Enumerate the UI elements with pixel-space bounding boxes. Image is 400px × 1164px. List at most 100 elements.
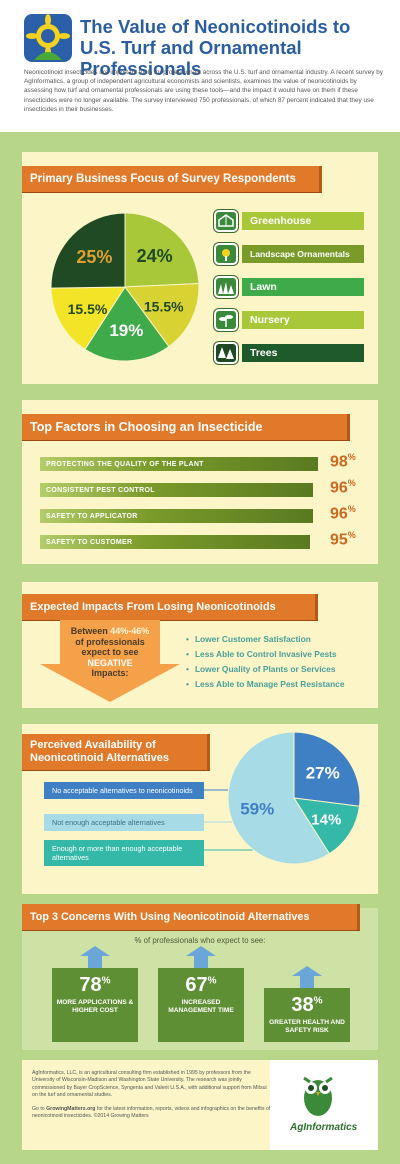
concern-box-1: 67% INCREASED MANAGEMENT TIME: [158, 968, 244, 1042]
factor-bar-1: CONSISTENT PEST CONTROL: [40, 483, 313, 497]
pie-slice-nursery: [50, 286, 126, 350]
factor-value-1: 96%: [330, 478, 356, 497]
factor-value-3: 95%: [330, 530, 356, 549]
footer-link-pre: Go to: [32, 1105, 47, 1112]
greenhouse-icon: [214, 210, 238, 232]
legend-item-greenhouse: Greenhouse: [214, 210, 364, 232]
concern-value: 78%: [79, 974, 111, 996]
impact-arrow: [40, 620, 180, 702]
arrow-range: 44%-46%: [110, 626, 150, 636]
pie-slice-enough-or-more-than-enough-acceptable-alternatives: [293, 797, 361, 855]
footer-text: AgInformatics, LLC, is an agricultural c…: [32, 1070, 272, 1120]
section3-title-text: Expected Impacts From Losing Neonicotino…: [30, 601, 276, 613]
factor-bar-2: SAFETY TO APPLICATOR: [40, 509, 313, 523]
up-arrow-stem: [88, 956, 102, 968]
legend-item-trees: Trees: [214, 342, 364, 364]
concern-value: 38%: [291, 994, 323, 1016]
footer-link-line: Go to GrowingMatters.org for the latest …: [32, 1106, 272, 1121]
factor-bar-3: SAFETY TO CUSTOMER: [40, 535, 310, 549]
arrow-line-2: of professionals: [75, 636, 145, 647]
pie-label-1: 15.5%: [144, 298, 184, 314]
impact-bullet-1: Lower Customer Satisfaction: [186, 632, 345, 647]
up-arrow-icon: [186, 946, 216, 956]
up-arrow-icon: [80, 946, 110, 956]
pie-label-0: 27%: [306, 764, 340, 783]
factor-value-0: 98%: [330, 452, 356, 471]
section4-title: Perceived Availability of Neonicotinoid …: [22, 734, 210, 770]
concern-box-0: 78% MORE APPLICATIONS & HIGHER COST: [52, 968, 138, 1042]
section1-title: Primary Business Focus of Survey Respond…: [22, 166, 322, 192]
alt-label-none: No acceptable alternatives to neonicotin…: [44, 782, 204, 799]
arrow-line-1: Between: [70, 626, 108, 636]
concern-box-2: 38% GREATER HEALTH AND SAFETY RISK: [264, 988, 350, 1042]
pie-label-2: 59%: [240, 800, 274, 819]
section2-title: Top Factors in Choosing an Insecticide: [22, 414, 350, 440]
up-arrow-stem: [300, 976, 314, 988]
aginformatics-logo-text: AgInformatics: [290, 1122, 358, 1133]
aginformatics-logo: AgInformatics: [270, 1060, 378, 1150]
sprout-icon: [214, 309, 238, 331]
arrow-negative: NEGATIVE: [87, 657, 133, 668]
business-focus-pie: 24% 15.5%19%15.5% 25%: [50, 212, 200, 362]
factor-bar-0: PROTECTING THE QUALITY OF THE PLANT: [40, 457, 319, 471]
pie-slice-landscape-ornamentals: [124, 282, 200, 348]
title-line-2: U.S. Turf and Ornamental Professionals: [80, 37, 302, 79]
section2-title-text: Top Factors in Choosing an Insecticide: [30, 420, 263, 434]
grass-icon: [214, 276, 238, 298]
concerns-subtitle: % of professionals who expect to see:: [134, 936, 266, 945]
concern-label: MORE APPLICATIONS & HIGHER COST: [56, 999, 134, 1014]
alt-label-not-enough: Not enough acceptable alternatives: [44, 814, 204, 831]
growing-matters-link[interactable]: GrowingMatters.org: [46, 1105, 96, 1112]
concern-label: INCREASED MANAGEMENT TIME: [168, 999, 234, 1014]
flower-icon: [214, 243, 238, 265]
pie-slice-no-acceptable-alternatives-to-neonicotinoids: [293, 731, 361, 807]
pie-slice-trees: [50, 212, 126, 289]
trees-icon: [214, 342, 238, 364]
footer-link-post: for the latest information, reports, vid…: [32, 1105, 271, 1120]
pie-label-4: 25%: [76, 247, 112, 267]
legend-label: Lawn: [242, 278, 364, 296]
section1-title-text: Primary Business Focus of Survey Respond…: [30, 173, 296, 185]
owl-icon: [303, 1076, 333, 1116]
legend-label: Greenhouse: [242, 212, 364, 230]
section3-title: Expected Impacts From Losing Neonicotino…: [22, 594, 318, 620]
footer-about: AgInformatics, LLC, is an agricultural c…: [32, 1070, 267, 1099]
legend-item-lawn: Lawn: [214, 276, 364, 298]
title-line-1: The Value of Neonicotinoids to: [80, 16, 351, 37]
impact-arrow-text: Between 44%-46% of professionals expect …: [56, 626, 164, 679]
section4-title-line-2: Neonicotinoid Alternatives: [30, 751, 169, 764]
legend-item-nursery: Nursery: [214, 309, 364, 331]
impact-bullets: Lower Customer Satisfaction Less Able to…: [186, 632, 345, 692]
legend-label: Landscape Ornamentals: [242, 245, 364, 263]
pie-label-1: 14%: [311, 812, 341, 829]
section4-title-line-1: Perceived Availability of: [30, 739, 156, 751]
pie-label-0: 24%: [137, 246, 173, 266]
concern-label: GREATER HEALTH AND SAFETY RISK: [269, 1019, 345, 1034]
footer: AgInformatics, LLC, is an agricultural c…: [22, 1060, 378, 1150]
pie-slice-lawn: [84, 286, 170, 362]
impact-bullet-3: Lower Quality of Plants or Services: [186, 662, 345, 677]
alt-label-enough: Enough or more than enough acceptable al…: [44, 840, 204, 866]
section5-title-text: Top 3 Concerns With Using Neonicotinoid …: [30, 911, 310, 923]
legend-label: Nursery: [242, 311, 364, 329]
concern-value: 67%: [185, 974, 217, 996]
legend-item-landscape-ornamentals: Landscape Ornamentals: [214, 243, 364, 265]
intro-paragraph: Neonicotinoid insecticides are important…: [24, 69, 383, 113]
up-arrow-stem: [194, 956, 208, 968]
growing-matters-logo: [24, 14, 72, 62]
section5-title: Top 3 Concerns With Using Neonicotinoid …: [22, 904, 360, 930]
pie-label-3: 15.5%: [68, 301, 108, 317]
alternatives-pie: 27% 14% 59%: [227, 731, 361, 865]
up-arrow-icon: [292, 966, 322, 976]
pie-label-2: 19%: [109, 321, 143, 340]
impact-bullet-2: Less Able to Control Invasive Pests: [186, 647, 345, 662]
legend-label: Trees: [242, 344, 364, 362]
arrow-line-3: expect to see: [81, 647, 139, 657]
pie-slice-greenhouse: [124, 212, 200, 288]
pie-slice-not-enough-acceptable-alternatives: [227, 731, 331, 865]
header: The Value of Neonicotinoids to U.S. Turf…: [0, 0, 400, 132]
impact-bullet-4: Less Able to Manage Pest Resistance: [186, 677, 345, 692]
page-title: The Value of Neonicotinoids to U.S. Turf…: [80, 16, 395, 79]
arrow-line-5: Impacts:: [91, 668, 129, 678]
